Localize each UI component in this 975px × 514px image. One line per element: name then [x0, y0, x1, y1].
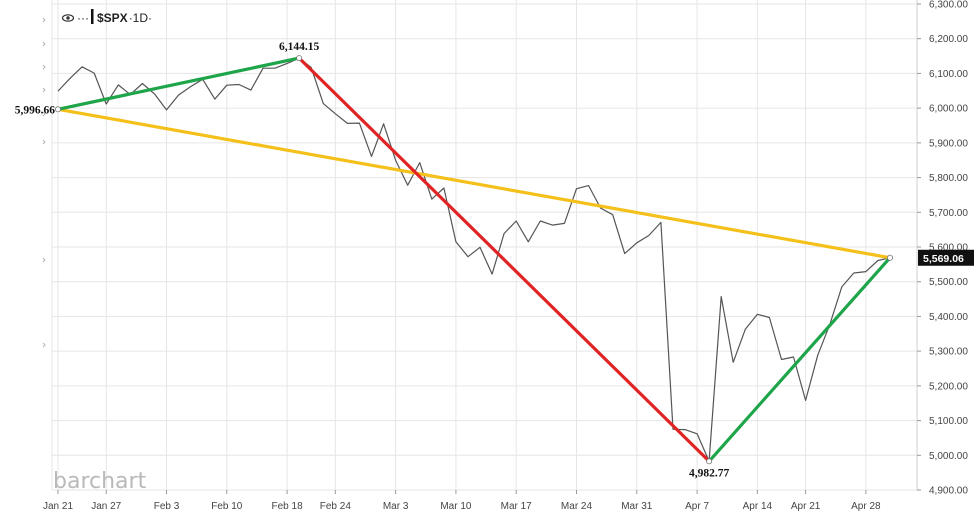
toolbar-chevron-icon[interactable] [42, 87, 46, 93]
header-divider [91, 9, 94, 24]
x-tick-label: Apr 7 [685, 501, 709, 512]
x-tick-label: Apr 21 [791, 501, 821, 512]
y-axis[interactable]: 6,300.00 6,200.00 6,100.00 6,000.00 5,900.00… [917, 0, 974, 497]
x-tick-label: Mar 31 [621, 501, 653, 512]
trend-lines[interactable] [55, 55, 894, 465]
trend-line-red[interactable] [297, 56, 711, 463]
y-tick-label: 5,100.00 [929, 416, 968, 427]
price-series [57, 57, 891, 462]
x-tick-label: Feb 10 [211, 501, 243, 512]
anchor-point[interactable] [887, 254, 894, 261]
x-tick-label: Mar 3 [383, 501, 409, 512]
x-tick-label: Feb 3 [154, 501, 180, 512]
toolbar-chevron-icon[interactable] [42, 139, 46, 145]
toolbar-chevron-icon[interactable] [42, 17, 46, 23]
y-tick-label: 4,900.00 [929, 486, 968, 497]
y-tick-label: 5,700.00 [929, 208, 968, 219]
trend-line-green[interactable] [56, 56, 301, 111]
last-price-marker [918, 249, 974, 266]
y-tick-label: 6,300.00 [929, 0, 968, 11]
x-tick-label: Apr 14 [743, 501, 773, 512]
anchor-point[interactable] [55, 106, 62, 113]
anchor-point[interactable] [296, 55, 303, 62]
toolbar-chevron-icon[interactable] [42, 111, 46, 117]
y-tick-label: 5,600.00 [929, 243, 968, 254]
toolbar-chevron-icon[interactable] [42, 41, 46, 47]
grid [51, 0, 918, 491]
y-tick-label: 6,000.00 [929, 104, 968, 115]
interval: ·1D· [129, 11, 152, 25]
y-tick-label: 5,000.00 [929, 451, 968, 462]
left-axis-ticks [42, 17, 46, 348]
y-tick-label: 5,300.00 [929, 347, 968, 358]
y-tick-label: 6,100.00 [929, 69, 968, 80]
y-tick-label: 6,200.00 [929, 34, 968, 45]
y-tick-label: 5,800.00 [929, 173, 968, 184]
x-tick-label: Feb 24 [320, 501, 352, 512]
trend-line-yellow[interactable] [56, 107, 892, 260]
x-tick-label: Apr 28 [851, 501, 881, 512]
chart-header: ··· $SPX·1D· [61, 9, 152, 25]
eye-icon[interactable] [61, 14, 75, 22]
annotation-peak-value: 6,144.15 [279, 41, 320, 53]
symbol-label[interactable]: $SPX·1D· [97, 11, 152, 25]
annotation-low-value: 4,982.77 [689, 467, 730, 479]
trend-line-green[interactable] [707, 256, 892, 463]
watermark: barchart [53, 469, 147, 494]
annotation-start-value: 5,996.66 [15, 104, 56, 116]
y-tick-label: 5,400.00 [929, 312, 968, 323]
x-tick-label: Mar 24 [561, 501, 593, 512]
x-axis[interactable]: Jan 21 Jan 27 Feb 3 Feb 10 Feb 18 Feb 24 Mar 3… [43, 490, 881, 512]
last-price-label: 5,569.06 [923, 253, 964, 265]
more-options[interactable]: ··· [77, 11, 89, 25]
annotations: 5,996.66 6,144.15 4,982.77 [15, 41, 730, 479]
symbol: $SPX [97, 11, 128, 25]
x-tick-label: Mar 17 [501, 501, 533, 512]
x-tick-label: Jan 27 [91, 501, 121, 512]
x-tick-label: Mar 10 [440, 501, 472, 512]
price-line [57, 57, 891, 462]
x-tick-label: Jan 21 [43, 501, 73, 512]
toolbar-chevron-icon[interactable] [42, 342, 46, 348]
y-tick-label: 5,900.00 [929, 138, 968, 149]
toolbar-chevron-icon[interactable] [42, 64, 46, 70]
y-tick-label: 5,500.00 [929, 277, 968, 288]
toolbar-chevron-icon[interactable] [42, 257, 46, 263]
x-tick-label: Feb 18 [272, 501, 304, 512]
anchor-point[interactable] [706, 458, 713, 465]
y-tick-label: 5,200.00 [929, 381, 968, 392]
